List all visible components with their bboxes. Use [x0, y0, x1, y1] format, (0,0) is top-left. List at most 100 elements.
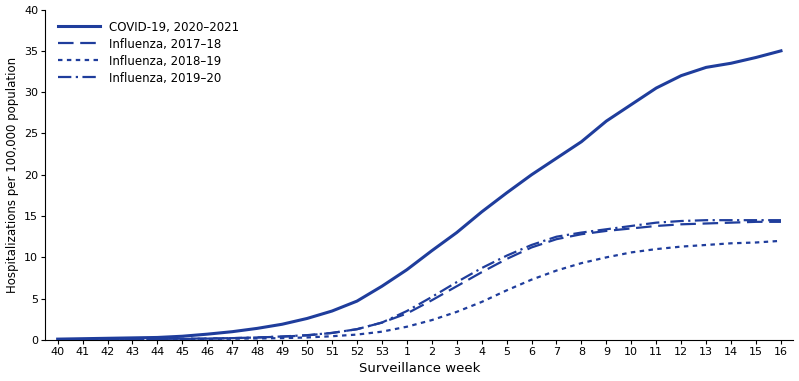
Influenza, 2018–19 — [103, 337, 113, 342]
Influenza, 2019–20 — [577, 230, 586, 235]
Influenza, 2018–19 — [502, 288, 511, 293]
Influenza, 2018–19 — [228, 336, 237, 341]
Influenza, 2018–19 — [702, 243, 711, 247]
Influenza, 2019–20 — [551, 234, 561, 239]
Influenza, 2019–20 — [527, 243, 536, 247]
Influenza, 2018–19 — [53, 337, 62, 342]
COVID-19, 2020–2021 — [377, 284, 387, 288]
COVID-19, 2020–2021 — [427, 248, 436, 253]
X-axis label: Surveillance week: Surveillance week — [359, 362, 480, 375]
Influenza, 2019–20 — [128, 337, 137, 342]
Influenza, 2018–19 — [527, 277, 536, 282]
COVID-19, 2020–2021 — [527, 173, 536, 177]
Influenza, 2018–19 — [477, 300, 487, 304]
Influenza, 2017–18 — [153, 337, 162, 341]
Influenza, 2017–18 — [452, 284, 462, 288]
Influenza, 2017–18 — [651, 224, 661, 228]
Influenza, 2017–18 — [776, 219, 785, 224]
Influenza, 2017–18 — [103, 337, 113, 342]
COVID-19, 2020–2021 — [402, 267, 411, 272]
Influenza, 2018–19 — [427, 318, 436, 322]
Influenza, 2019–20 — [153, 337, 162, 341]
Influenza, 2017–18 — [477, 270, 487, 274]
Line: Influenza, 2018–19: Influenza, 2018–19 — [58, 241, 781, 339]
Influenza, 2017–18 — [626, 226, 636, 231]
Influenza, 2017–18 — [328, 331, 337, 335]
Line: Influenza, 2019–20: Influenza, 2019–20 — [58, 220, 781, 339]
Influenza, 2018–19 — [677, 244, 686, 249]
Influenza, 2019–20 — [228, 336, 237, 340]
COVID-19, 2020–2021 — [751, 55, 761, 60]
Line: Influenza, 2017–18: Influenza, 2017–18 — [58, 222, 781, 339]
Influenza, 2017–18 — [427, 298, 436, 303]
Influenza, 2019–20 — [202, 336, 212, 341]
Influenza, 2019–20 — [502, 253, 511, 258]
Influenza, 2017–18 — [726, 220, 736, 225]
COVID-19, 2020–2021 — [252, 326, 262, 331]
COVID-19, 2020–2021 — [78, 336, 87, 341]
Influenza, 2018–19 — [651, 247, 661, 251]
Influenza, 2019–20 — [602, 227, 611, 232]
Influenza, 2019–20 — [452, 280, 462, 284]
Influenza, 2019–20 — [751, 218, 761, 223]
Influenza, 2017–18 — [551, 237, 561, 242]
COVID-19, 2020–2021 — [677, 74, 686, 78]
Influenza, 2018–19 — [602, 255, 611, 259]
Influenza, 2018–19 — [128, 337, 137, 342]
COVID-19, 2020–2021 — [577, 139, 586, 144]
COVID-19, 2020–2021 — [53, 337, 62, 341]
COVID-19, 2020–2021 — [452, 230, 462, 235]
Influenza, 2017–18 — [502, 257, 511, 261]
Influenza, 2018–19 — [252, 336, 262, 341]
Influenza, 2018–19 — [726, 241, 736, 246]
Influenza, 2019–20 — [78, 337, 87, 342]
Influenza, 2017–18 — [702, 221, 711, 226]
Influenza, 2019–20 — [402, 309, 411, 313]
Influenza, 2019–20 — [726, 218, 736, 223]
Influenza, 2019–20 — [427, 295, 436, 299]
Influenza, 2018–19 — [153, 337, 162, 341]
Influenza, 2019–20 — [53, 337, 62, 342]
Influenza, 2017–18 — [202, 336, 212, 341]
Influenza, 2017–18 — [577, 232, 586, 237]
Influenza, 2019–20 — [776, 218, 785, 223]
Influenza, 2019–20 — [702, 218, 711, 223]
Influenza, 2017–18 — [177, 336, 187, 341]
Influenza, 2018–19 — [78, 337, 87, 342]
Influenza, 2018–19 — [277, 336, 287, 340]
Influenza, 2019–20 — [377, 320, 387, 325]
COVID-19, 2020–2021 — [726, 61, 736, 66]
Influenza, 2018–19 — [177, 337, 187, 341]
Influenza, 2017–18 — [277, 335, 287, 339]
Influenza, 2017–18 — [228, 336, 237, 340]
Influenza, 2019–20 — [677, 219, 686, 223]
COVID-19, 2020–2021 — [228, 330, 237, 334]
COVID-19, 2020–2021 — [651, 86, 661, 90]
Y-axis label: Hospitalizations per 100,000 population: Hospitalizations per 100,000 population — [6, 57, 18, 293]
Legend: COVID-19, 2020–2021, Influenza, 2017–18, Influenza, 2018–19, Influenza, 2019–20: COVID-19, 2020–2021, Influenza, 2017–18,… — [55, 17, 243, 89]
COVID-19, 2020–2021 — [103, 336, 113, 341]
COVID-19, 2020–2021 — [626, 102, 636, 107]
Influenza, 2018–19 — [302, 335, 312, 340]
Influenza, 2018–19 — [751, 240, 761, 245]
Influenza, 2019–20 — [626, 224, 636, 228]
COVID-19, 2020–2021 — [202, 332, 212, 336]
Influenza, 2017–18 — [302, 333, 312, 338]
Influenza, 2017–18 — [53, 337, 62, 342]
COVID-19, 2020–2021 — [153, 335, 162, 340]
Influenza, 2017–18 — [352, 327, 362, 331]
COVID-19, 2020–2021 — [302, 316, 312, 321]
Influenza, 2017–18 — [402, 311, 411, 316]
Influenza, 2018–19 — [626, 250, 636, 255]
COVID-19, 2020–2021 — [128, 336, 137, 340]
Influenza, 2017–18 — [527, 245, 536, 250]
Influenza, 2018–19 — [452, 310, 462, 314]
Influenza, 2019–20 — [302, 333, 312, 338]
COVID-19, 2020–2021 — [502, 190, 511, 195]
Influenza, 2017–18 — [252, 335, 262, 340]
Influenza, 2019–20 — [177, 337, 187, 341]
Influenza, 2018–19 — [202, 337, 212, 341]
Influenza, 2018–19 — [328, 334, 337, 338]
COVID-19, 2020–2021 — [702, 65, 711, 70]
COVID-19, 2020–2021 — [602, 119, 611, 123]
